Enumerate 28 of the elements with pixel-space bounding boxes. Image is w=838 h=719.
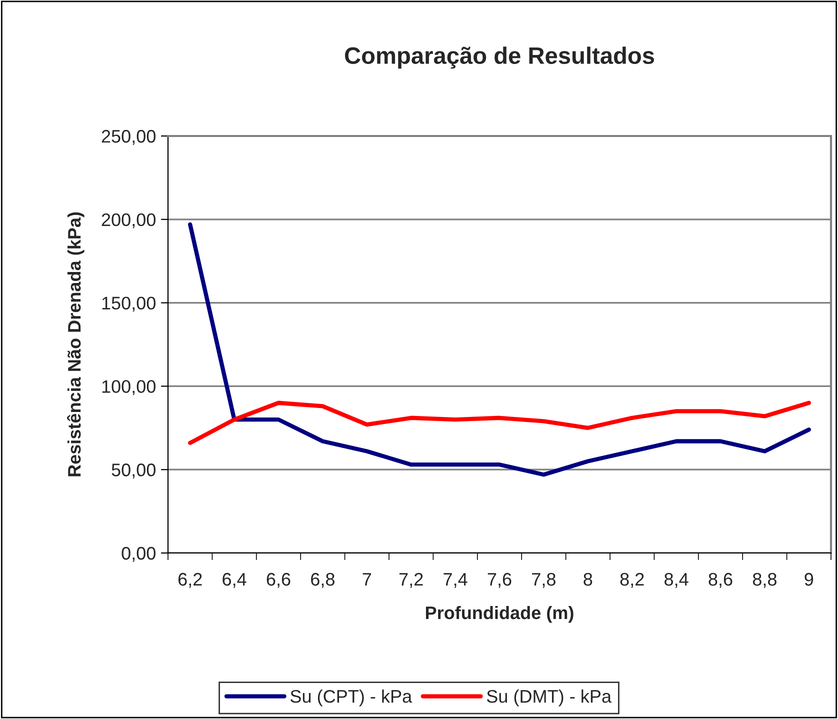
y-tick-label: 50,00 xyxy=(112,464,156,478)
x-tick-label: 7,2 xyxy=(399,572,423,588)
x-axis-title: Profundidade (m) xyxy=(426,606,574,623)
x-tick-label: 7,8 xyxy=(532,572,556,588)
legend-label: Su (CPT) - kPa xyxy=(290,690,412,706)
x-tick-label: 6,6 xyxy=(266,572,290,588)
y-axis-title: Resistência Não Drenada (kPa) xyxy=(67,212,84,476)
x-tick-label: 6,8 xyxy=(311,572,334,588)
y-tick-label: 200,00 xyxy=(102,213,156,228)
line-series xyxy=(188,400,811,445)
x-tick-label: 7,4 xyxy=(444,573,468,588)
line-series xyxy=(188,222,811,477)
x-tick-label: 8,6 xyxy=(708,572,732,588)
x-tick-label: 6,4 xyxy=(222,572,246,588)
legend-label: Su (DMT) - kPa xyxy=(486,690,612,706)
x-tick-label: 8,2 xyxy=(620,572,644,588)
x-tick-label: 6,2 xyxy=(178,572,202,588)
x-tick-label: 8,8 xyxy=(752,572,776,588)
x-tick-label: 8 xyxy=(584,572,592,586)
y-tick-label: 250,00 xyxy=(102,130,156,145)
x-tick-label: 7,6 xyxy=(488,572,512,588)
y-tick-label: 0,00 xyxy=(122,546,156,562)
chart-title: Comparação de Resultados xyxy=(344,46,654,69)
y-tick-label: 100,00 xyxy=(102,380,156,396)
x-tick-label: 8,4 xyxy=(664,572,688,588)
y-tick-label: 150,00 xyxy=(102,296,156,312)
x-tick-label: 9 xyxy=(804,572,814,586)
x-tick-label: 7 xyxy=(362,573,372,586)
